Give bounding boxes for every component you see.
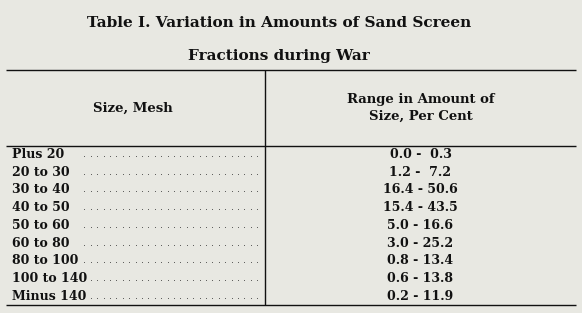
Text: 0.6 - 13.8: 0.6 - 13.8	[388, 272, 453, 285]
Text: 40 to 50: 40 to 50	[12, 201, 69, 214]
Text: 30 to 40: 30 to 40	[12, 183, 69, 196]
Text: 100 to 140: 100 to 140	[12, 272, 87, 285]
Text: 15.4 - 43.5: 15.4 - 43.5	[383, 201, 458, 214]
Text: Size, Mesh: Size, Mesh	[93, 101, 172, 115]
Text: Fractions during War: Fractions during War	[189, 49, 370, 63]
Text: 5.0 - 16.6: 5.0 - 16.6	[388, 219, 453, 232]
Text: Table I. Variation in Amounts of Sand Screen: Table I. Variation in Amounts of Sand Sc…	[87, 16, 471, 30]
Text: 0.2 - 11.9: 0.2 - 11.9	[388, 290, 453, 303]
Text: Range in Amount of
Size, Per Cent: Range in Amount of Size, Per Cent	[347, 93, 494, 123]
Text: Plus 20: Plus 20	[12, 148, 64, 161]
Text: 0.8 - 13.4: 0.8 - 13.4	[388, 254, 453, 267]
Text: 1.2 -  7.2: 1.2 - 7.2	[389, 166, 452, 179]
Text: 3.0 - 25.2: 3.0 - 25.2	[388, 237, 453, 249]
Text: 50 to 60: 50 to 60	[12, 219, 69, 232]
Text: Minus 140: Minus 140	[12, 290, 86, 303]
Text: 16.4 - 50.6: 16.4 - 50.6	[383, 183, 458, 196]
Text: 20 to 30: 20 to 30	[12, 166, 69, 179]
Text: 60 to 80: 60 to 80	[12, 237, 69, 249]
Text: 0.0 -  0.3: 0.0 - 0.3	[389, 148, 452, 161]
Text: 80 to 100: 80 to 100	[12, 254, 78, 267]
